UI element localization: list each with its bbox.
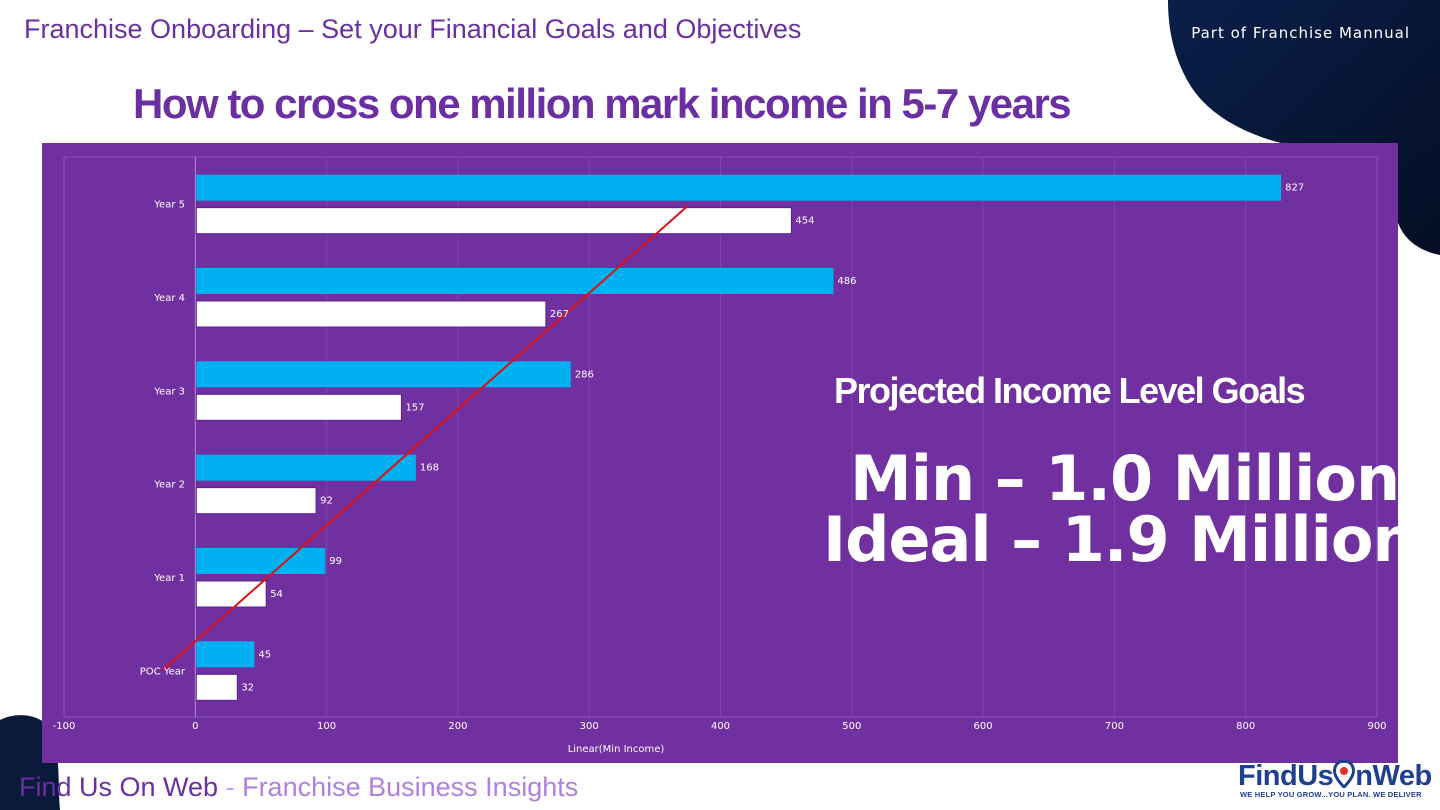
bar-min	[195, 580, 267, 608]
x-tick-label: 500	[842, 721, 861, 732]
logo-text-before: FindUs	[1238, 760, 1334, 792]
x-tick-label: -100	[53, 721, 76, 732]
bar-min	[195, 487, 317, 515]
x-tick-label: 100	[317, 721, 336, 732]
logo-text-after: nWeb	[1355, 760, 1432, 792]
x-tick-label: 400	[711, 721, 730, 732]
trendline-min-income	[161, 205, 689, 672]
data-label: 157	[405, 402, 424, 413]
bar-ideal	[196, 454, 416, 481]
bar-ideal	[196, 548, 326, 574]
page-title: How to cross one million mark income in …	[133, 80, 1072, 127]
footer-brand[interactable]: Find Us On Web	[19, 772, 219, 802]
location-pin-icon	[1333, 759, 1356, 790]
y-category-label: Year 2	[153, 480, 185, 491]
bar-ideal	[196, 268, 834, 294]
bar-ideal	[196, 361, 571, 388]
y-category-label: Year 4	[153, 293, 185, 304]
data-label: 486	[837, 276, 856, 287]
footer-separator: -	[218, 772, 243, 802]
x-tick-label: 300	[580, 721, 599, 732]
x-tick-label: 800	[1236, 721, 1255, 732]
bar-min	[195, 393, 402, 421]
manual-tag: Part of Franchise Mannual	[1191, 24, 1410, 42]
data-label: 92	[320, 496, 333, 507]
data-label: 827	[1285, 183, 1304, 194]
y-category-label: Year 1	[153, 573, 185, 584]
y-category-label: POC Year	[140, 666, 186, 677]
data-label: 99	[329, 556, 342, 567]
logo-tagline: WE HELP YOU GROW...YOU PLAN. WE DELIVER	[1240, 790, 1422, 799]
logo-wordmark: FindUs nWeb	[1238, 759, 1432, 793]
x-tick-label: 700	[1105, 721, 1124, 732]
goals-subtitle: Projected Income Level Goals	[834, 370, 1306, 411]
data-label: 286	[575, 369, 594, 380]
bar-min	[195, 300, 547, 328]
bar-ideal	[196, 641, 255, 668]
y-category-label: Year 3	[153, 386, 185, 397]
footer-subtitle: Franchise Business Insights	[242, 772, 579, 802]
bar-ideal	[196, 174, 1282, 201]
ideal-goal: Ideal – 1.9 Millions	[823, 503, 1440, 576]
data-label: 267	[550, 309, 569, 320]
data-label: 45	[258, 649, 271, 660]
x-tick-label: 900	[1367, 721, 1386, 732]
data-label: 32	[241, 682, 254, 693]
x-tick-label: 200	[448, 721, 467, 732]
findusonweb-logo[interactable]: FindUs nWeb WE HELP YOU GROW...YOU PLAN. …	[1238, 759, 1434, 804]
bar-min	[195, 673, 238, 701]
x-tick-label: 600	[974, 721, 993, 732]
x-tick-label: 0	[192, 721, 198, 732]
x-axis-title: Linear(Min Income)	[568, 744, 665, 755]
data-label: 168	[420, 463, 439, 474]
footer-caption: Find Us On Web - Franchise Business Insi…	[19, 772, 578, 803]
top-right-blob	[1168, 0, 1440, 255]
y-category-label: Year 5	[153, 200, 185, 211]
min-goal: Min – 1.0 Million	[850, 442, 1400, 515]
data-label: 54	[270, 589, 283, 600]
data-label: 454	[795, 216, 814, 227]
income-bar-chart: -100 0 100 200 300 400 500 600 700 800 900 Year 5 82…	[42, 143, 1398, 763]
header-title: Franchise Onboarding – Set your Financia…	[24, 14, 802, 44]
bar-min	[195, 207, 792, 235]
